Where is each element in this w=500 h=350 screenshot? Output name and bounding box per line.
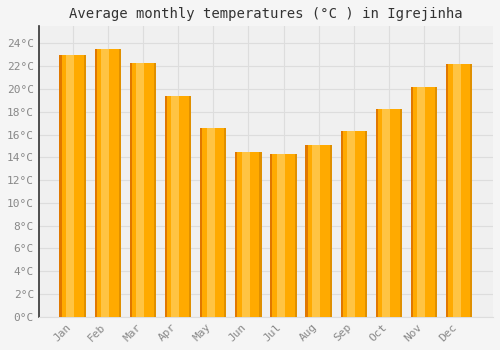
Bar xyxy=(306,145,332,317)
Bar xyxy=(60,55,86,317)
Bar xyxy=(66,55,74,317)
Bar xyxy=(224,128,226,317)
Bar xyxy=(277,154,285,317)
Bar xyxy=(435,87,438,317)
Title: Average monthly temperatures (°C ) in Igrejinha: Average monthly temperatures (°C ) in Ig… xyxy=(69,7,462,21)
Bar xyxy=(411,87,438,317)
Bar xyxy=(94,49,96,317)
Bar xyxy=(376,110,378,317)
Bar xyxy=(200,128,202,317)
Bar xyxy=(400,110,402,317)
Bar xyxy=(306,145,308,317)
Bar xyxy=(119,49,121,317)
Bar xyxy=(446,64,472,317)
Bar xyxy=(136,63,144,317)
Bar xyxy=(376,110,402,317)
Bar xyxy=(260,152,262,317)
Bar xyxy=(235,152,262,317)
Bar xyxy=(130,63,156,317)
Bar xyxy=(101,49,109,317)
Bar xyxy=(312,145,320,317)
Bar xyxy=(340,131,342,317)
Bar xyxy=(172,96,179,317)
Bar xyxy=(235,152,238,317)
Bar xyxy=(206,128,214,317)
Bar xyxy=(446,64,448,317)
Bar xyxy=(340,131,367,317)
Bar xyxy=(418,87,426,317)
Bar xyxy=(165,96,191,317)
Bar xyxy=(130,63,132,317)
Bar xyxy=(270,154,296,317)
Bar xyxy=(242,152,250,317)
Bar xyxy=(154,63,156,317)
Bar xyxy=(294,154,296,317)
Bar xyxy=(452,64,460,317)
Bar xyxy=(330,145,332,317)
Bar xyxy=(270,154,272,317)
Bar xyxy=(365,131,367,317)
Bar xyxy=(60,55,62,317)
Bar xyxy=(411,87,413,317)
Bar xyxy=(84,55,86,317)
Bar xyxy=(347,131,355,317)
Bar xyxy=(470,64,472,317)
Bar xyxy=(94,49,121,317)
Bar xyxy=(382,110,390,317)
Bar xyxy=(200,128,226,317)
Bar xyxy=(165,96,167,317)
Bar xyxy=(189,96,191,317)
